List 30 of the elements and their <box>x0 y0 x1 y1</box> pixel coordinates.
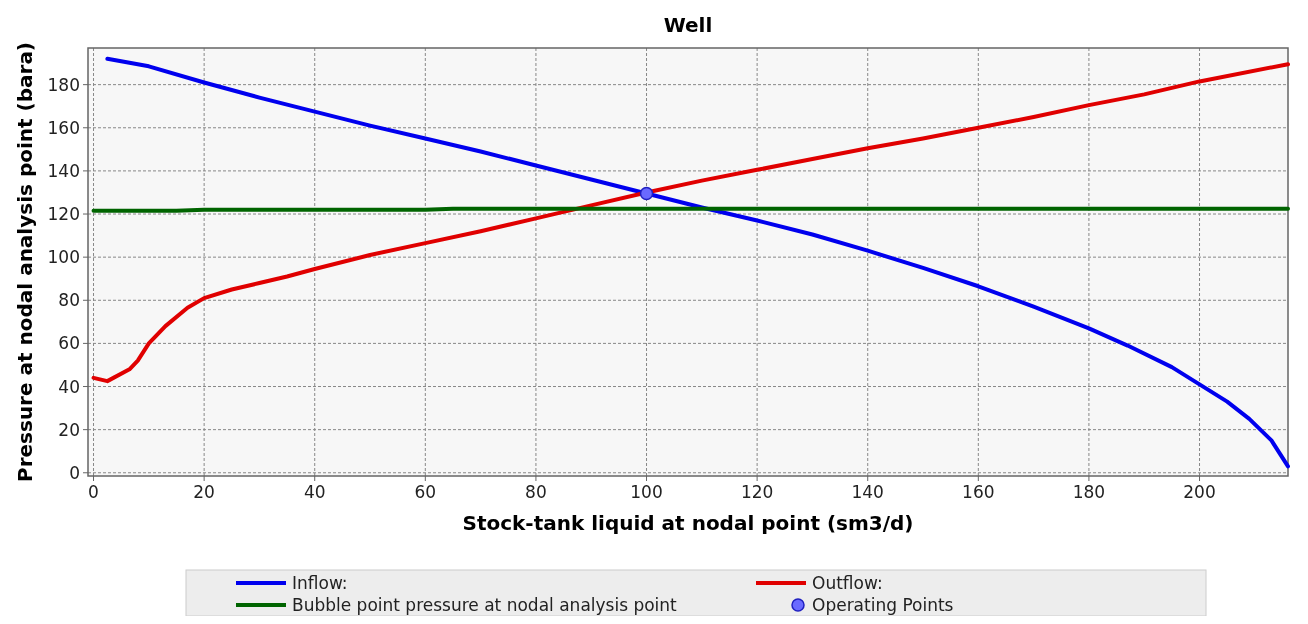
y-tick-label: 20 <box>58 419 80 440</box>
x-tick-label: 120 <box>740 482 774 502</box>
legend-label: Operating Points <box>812 595 954 615</box>
chart-title: Well <box>663 13 713 37</box>
y-tick-label: 80 <box>58 290 80 311</box>
x-tick-label: 20 <box>193 482 215 502</box>
y-tick-label: 120 <box>47 204 80 225</box>
y-tick-label: 0 <box>69 462 80 483</box>
y-tick-label: 180 <box>47 74 80 95</box>
y-axis-title: Pressure at nodal analysis point (bara) <box>13 41 37 483</box>
x-axis-title: Stock-tank liquid at nodal point (sm3/d) <box>462 511 914 535</box>
line-series <box>91 62 1290 384</box>
y-tick-label: 160 <box>47 117 80 138</box>
legend-label: Outflow: <box>812 573 883 593</box>
x-tick-label: 140 <box>851 482 884 502</box>
x-tick-label: 40 <box>303 482 326 502</box>
x-tick-label: 80 <box>525 482 547 502</box>
y-tick-label: 40 <box>58 376 80 397</box>
legend-label: Inflow: <box>292 573 348 593</box>
legend-label: Bubble point pressure at nodal analysis point <box>292 595 678 615</box>
line-series <box>105 56 1290 469</box>
x-tick-label: 0 <box>88 482 99 502</box>
y-tick-label: 60 <box>58 333 80 354</box>
x-tick-label: 60 <box>414 482 437 502</box>
y-tick-label: 100 <box>47 247 80 268</box>
y-tick-label: 140 <box>47 160 80 181</box>
x-tick-label: 160 <box>962 482 995 502</box>
x-tick-label: 200 <box>1183 482 1216 502</box>
x-tick-label: 100 <box>630 482 663 502</box>
x-tick-label: 180 <box>1072 482 1106 502</box>
